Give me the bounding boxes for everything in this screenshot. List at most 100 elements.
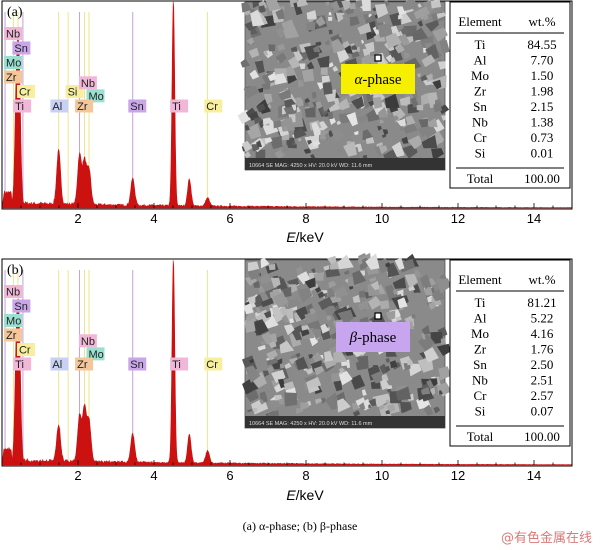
micrograph-grain (242, 378, 259, 395)
micrograph-grain (271, 306, 285, 323)
micrograph-grain (358, 290, 366, 298)
micrograph-grain (360, 270, 365, 277)
micrograph-grain (247, 408, 253, 413)
element-tag-box (78, 334, 97, 348)
micrograph-grain (324, 132, 332, 140)
element-tag-label: Zr (6, 72, 17, 84)
micrograph-grain (385, 262, 391, 267)
micrograph-grain (355, 0, 363, 8)
micrograph-grain (307, 140, 312, 145)
micrograph-grain (327, 255, 337, 266)
micrograph-grain (365, 253, 380, 270)
micrograph-grain (311, 268, 316, 274)
micrograph-grain (370, 280, 380, 291)
micrograph-grain (399, 126, 404, 132)
micrograph-grain (389, 12, 402, 27)
micrograph-grain (313, 45, 321, 53)
micrograph-grain (418, 126, 432, 138)
micrograph-grain (271, 369, 286, 384)
composition-table: Element wt.% Ti 81.21 Al 5.22 Mo 4.16 Zr 1.76 Sn 2.… (449, 259, 571, 447)
table-cell-value: 2.51 (531, 373, 554, 388)
x-tick-label: 8 (302, 211, 309, 226)
micrograph-grain (269, 136, 283, 150)
micrograph-grain (359, 7, 363, 12)
element-tag-label: Si (68, 87, 78, 99)
element-tag-label: Al (52, 101, 62, 113)
micrograph-grain (324, 350, 334, 362)
micrograph-grain (301, 68, 315, 82)
element-tag-box (13, 357, 32, 371)
table-cell-element: Nb (472, 373, 488, 388)
x-tick-label: 6 (226, 211, 233, 226)
micrograph-grain (350, 355, 359, 364)
table-cell-element: Zr (474, 342, 487, 357)
micrograph-grain (253, 116, 263, 125)
element-tag-box (78, 76, 97, 90)
micrograph-grain (398, 14, 403, 20)
micrograph-grain (377, 126, 382, 131)
micrograph-grain (317, 291, 325, 299)
micrograph-grain (428, 301, 437, 310)
micrograph-grain (368, 404, 372, 408)
micrograph-grain (325, 1, 330, 6)
micrograph-grain (322, 82, 333, 95)
micrograph-grain (336, 147, 344, 155)
x-tick-label: 10 (375, 211, 389, 226)
micrograph-grain (390, 57, 396, 64)
micrograph-grain (262, 370, 269, 377)
micrograph-grain (375, 258, 392, 274)
element-tag-box (128, 357, 147, 371)
micrograph-grain (279, 151, 285, 158)
micrograph-grain (281, 286, 292, 298)
micrograph-grain (317, 55, 330, 68)
micrograph-grain (255, 149, 266, 161)
micrograph-grain (315, 101, 323, 110)
micrograph-grain (327, 16, 333, 21)
plot-frame (1, 0, 573, 210)
micrograph-grain (323, 305, 336, 318)
micrograph-grain (401, 13, 412, 25)
micrograph-grain (256, 140, 262, 148)
micrograph-grain (299, 63, 306, 70)
micrograph-grain (389, 360, 398, 369)
micrograph-grain (268, 340, 277, 349)
micrograph-grain (321, 75, 330, 83)
x-axis: 2 4 6 8 10 12 14 E/keV (1, 460, 573, 503)
micrograph-grain (349, 16, 360, 27)
micrograph-grain (267, 366, 274, 374)
table-cell-element: Zr (474, 84, 487, 99)
micrograph-grain (359, 257, 373, 271)
micrograph-grain (405, 115, 416, 126)
table-cell-element: Nb (472, 115, 488, 130)
micrograph-grain (372, 365, 378, 370)
micrograph-grain (275, 73, 288, 85)
micrograph-grain (391, 141, 405, 157)
micrograph-grain (323, 265, 330, 271)
table-cell-element: Mo (471, 68, 489, 83)
table-header-wt: wt.% (528, 14, 555, 29)
micrograph-grain (240, 58, 250, 68)
micrograph-grain (357, 22, 372, 35)
micrograph-grain (300, 329, 310, 337)
x-axis-label-unit: /keV (296, 229, 325, 245)
micrograph-grain (274, 394, 283, 401)
micrograph-grain (399, 96, 410, 107)
element-tag-box (170, 357, 189, 371)
micrograph-grain (410, 97, 419, 108)
micrograph-grain (423, 404, 434, 416)
micrograph-grain (432, 27, 448, 42)
micrograph-grain (421, 387, 431, 395)
micrograph-grain (398, 33, 410, 47)
table-cell-value: 0.73 (531, 130, 554, 145)
micrograph-grain (306, 400, 312, 406)
micrograph-grain (250, 9, 265, 27)
micrograph-grain (430, 0, 442, 9)
micrograph-grain (380, 379, 391, 391)
phase-label-box (336, 322, 410, 352)
micrograph-grain (417, 334, 435, 352)
micrograph-grain (286, 288, 299, 301)
micrograph-grain (404, 273, 418, 288)
micrograph-grain (337, 309, 354, 325)
micrograph-grain (368, 296, 383, 310)
